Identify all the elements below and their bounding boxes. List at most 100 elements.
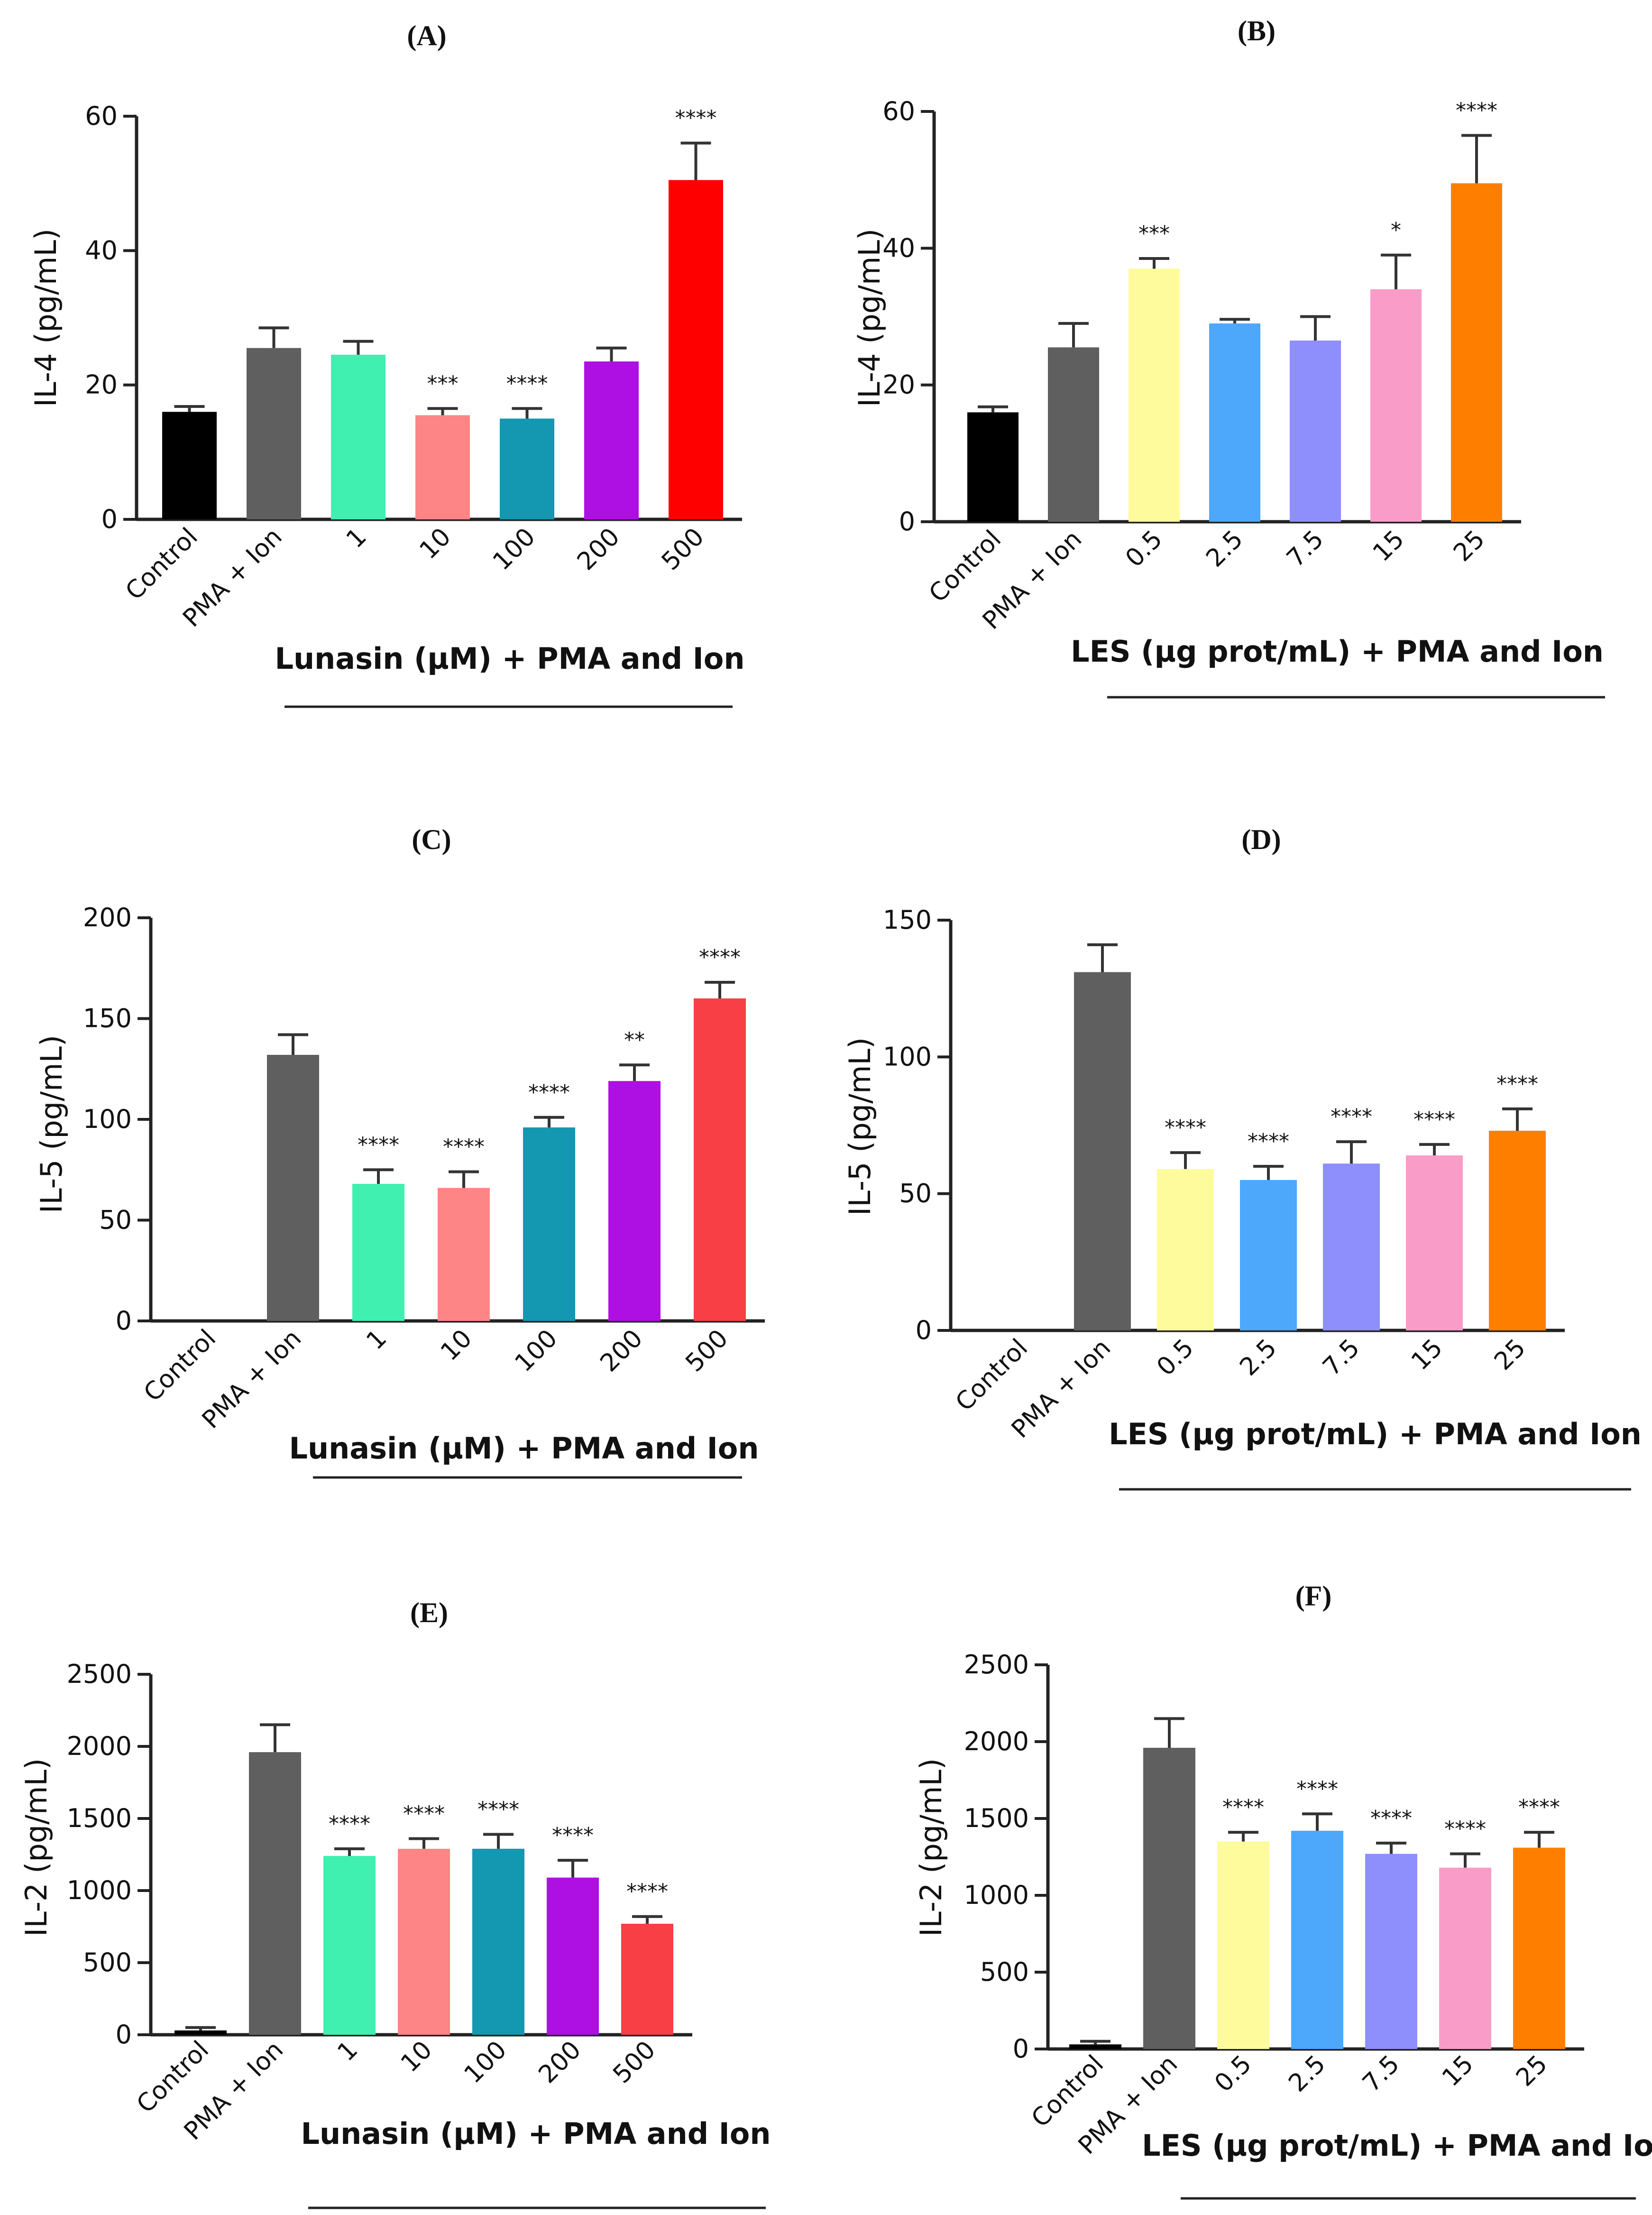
bar-25	[1489, 1131, 1546, 1330]
y-tick-label: 0	[116, 1306, 132, 1336]
y-tick-label: 100	[883, 1042, 932, 1071]
bar-control	[1069, 2044, 1121, 2049]
bar-10	[398, 1848, 450, 2035]
significance-label: ****	[403, 1802, 445, 1826]
y-tick-label: 150	[83, 1004, 132, 1034]
x-axis-group-label: Lunasin (µM) + PMA and Ion	[289, 1431, 759, 1466]
significance-label: ****	[528, 1080, 570, 1105]
significance-label: ****	[675, 106, 717, 130]
bar-pma-ion	[249, 1752, 301, 2035]
bar-10	[415, 415, 470, 519]
bar-500	[694, 998, 746, 1321]
significance-label: ****	[1413, 1108, 1455, 1132]
bar-1	[331, 354, 385, 519]
significance-label: ****	[358, 1133, 399, 1157]
significance-label: ****	[443, 1135, 485, 1159]
y-tick-label: 20	[882, 370, 915, 400]
significance-label: ****	[1370, 1806, 1412, 1830]
bar-15	[1370, 289, 1422, 522]
y-axis-label: IL-2 (pg/mL)	[914, 1758, 948, 1937]
significance-label: ****	[1331, 1105, 1372, 1129]
x-axis-group-label: LES (µg prot/mL) + PMA and Ion	[1109, 1417, 1642, 1451]
y-tick-label: 0	[1013, 2034, 1029, 2064]
bar-pma-ion	[247, 348, 301, 519]
bar-100	[472, 1848, 524, 2035]
y-tick-label: 40	[882, 233, 915, 263]
bar-2.5	[1291, 1830, 1343, 2049]
panel-title: (B)	[1238, 15, 1276, 46]
x-axis-group-label: Lunasin (µM) + PMA and Ion	[275, 641, 744, 676]
x-axis-group-label: Lunasin (µM) + PMA and Ion	[301, 2116, 771, 2151]
significance-label: ****	[1518, 1795, 1560, 1819]
significance-label: ****	[329, 1812, 370, 1836]
bar-0.5	[1157, 1169, 1214, 1330]
y-axis-label: IL-4 (pg/mL)	[852, 229, 887, 407]
bar-200	[547, 1877, 599, 2035]
y-tick-label: 2000	[964, 1726, 1029, 1756]
bar-7.5	[1323, 1163, 1380, 1330]
significance-label: ****	[1496, 1072, 1538, 1096]
y-tick-label: 1500	[964, 1803, 1029, 1833]
significance-label: ****	[699, 945, 741, 969]
y-tick-label: 0	[899, 507, 915, 536]
bar-500	[621, 1923, 673, 2035]
significance-label: ***	[427, 371, 459, 396]
significance-label: ****	[1222, 1795, 1264, 1819]
significance-label: ****	[552, 1823, 594, 1847]
y-tick-label: 1000	[964, 1880, 1029, 1910]
bar-1	[352, 1184, 404, 1321]
bar-100	[500, 418, 554, 519]
bar-7.5	[1365, 1854, 1417, 2049]
y-tick-label: 40	[85, 235, 118, 265]
panel-title: (E)	[410, 1597, 448, 1628]
bar-control	[967, 412, 1019, 522]
bar-pma-ion	[267, 1055, 319, 1321]
y-tick-label: 1500	[67, 1803, 132, 1833]
x-axis-group-label: LES (µg prot/mL) + PMA and Ion	[1142, 2128, 1652, 2163]
y-tick-label: 0	[101, 504, 118, 534]
panel-title: (D)	[1241, 824, 1281, 855]
y-axis-label: IL-5 (pg/mL)	[34, 1035, 69, 1213]
significance-label: ****	[477, 1797, 519, 1821]
bar-2.5	[1240, 1180, 1297, 1330]
bar-15	[1439, 1867, 1491, 2049]
y-tick-label: 2500	[964, 1650, 1029, 1680]
bar-7.5	[1290, 340, 1341, 522]
panel-title: (A)	[407, 20, 446, 51]
y-tick-label: 0	[116, 2020, 132, 2049]
bar-2.5	[1209, 323, 1260, 522]
y-tick-label: 20	[85, 370, 118, 400]
bar-control	[162, 412, 217, 519]
bar-15	[1406, 1155, 1463, 1330]
y-tick-label: 60	[85, 101, 118, 131]
significance-label: **	[624, 1028, 645, 1052]
y-tick-label: 150	[883, 905, 932, 935]
bar-pma-ion	[1074, 972, 1131, 1330]
bar-control	[174, 2030, 227, 2035]
y-axis-label: IL-5 (pg/mL)	[843, 1037, 877, 1216]
y-tick-label: 0	[916, 1315, 932, 1345]
y-tick-label: 200	[83, 903, 132, 932]
bar-500	[669, 180, 723, 519]
panel-title: (C)	[412, 824, 451, 855]
y-tick-label: 50	[899, 1179, 932, 1209]
significance-label: ****	[1456, 98, 1497, 122]
significance-label: ****	[1444, 1817, 1486, 1841]
x-axis-group-label: LES (µg prot/mL) + PMA and Ion	[1071, 634, 1604, 669]
bar-0.5	[1129, 268, 1180, 522]
y-tick-label: 500	[980, 1957, 1029, 1987]
significance-label: ****	[626, 1880, 668, 1904]
significance-label: ****	[506, 371, 548, 396]
bar-25	[1513, 1847, 1565, 2049]
y-tick-label: 1000	[67, 1875, 132, 1905]
y-tick-label: 2000	[67, 1731, 132, 1761]
y-tick-label: 100	[83, 1104, 132, 1134]
bar-pma-ion	[1143, 1747, 1195, 2049]
y-tick-label: 2500	[67, 1659, 132, 1689]
significance-label: ***	[1138, 222, 1170, 246]
bar-200	[608, 1081, 661, 1321]
